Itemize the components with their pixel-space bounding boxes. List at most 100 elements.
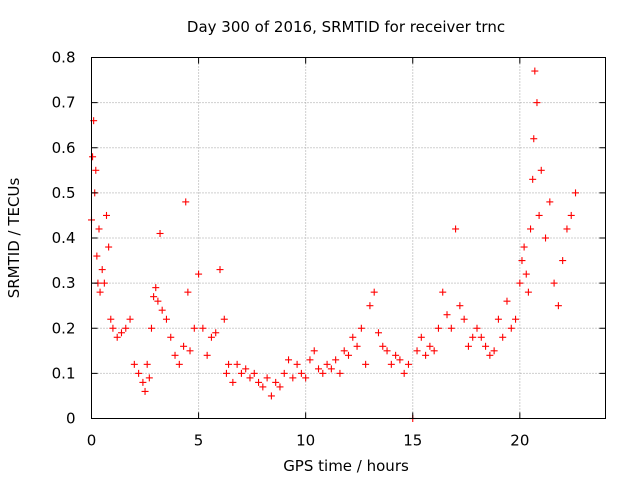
data-point (184, 288, 192, 296)
data-point (473, 324, 481, 332)
data-point (237, 369, 245, 377)
data-point (293, 360, 301, 368)
data-point (92, 166, 100, 174)
data-point (404, 360, 412, 368)
data-point (452, 225, 460, 233)
data-point (250, 369, 258, 377)
data-point (225, 360, 233, 368)
data-point (154, 297, 162, 305)
data-point (95, 225, 103, 233)
data-point (143, 360, 151, 368)
x-tick-label: 10 (296, 432, 315, 450)
data-point (387, 360, 395, 368)
data-point (152, 284, 160, 292)
data-point (98, 266, 106, 274)
data-point (175, 360, 183, 368)
x-tick-label: 0 (87, 432, 97, 450)
data-point (460, 315, 468, 323)
y-tick-label: 0 (66, 410, 76, 428)
x-tick-label: 20 (510, 432, 529, 450)
data-point (323, 360, 331, 368)
data-point (267, 392, 275, 400)
y-tick-label: 0.5 (52, 184, 76, 202)
data-point (486, 351, 494, 359)
data-point (107, 315, 115, 323)
data-point (302, 374, 310, 382)
data-point (533, 99, 541, 107)
data-point (89, 153, 97, 161)
plot-frame (91, 57, 606, 419)
data-point (353, 342, 361, 350)
data-point (362, 360, 370, 368)
chart-title: Day 300 of 2016, SRMTID for receiver trn… (187, 18, 505, 36)
y-tick-label: 0.1 (52, 364, 76, 382)
data-point (93, 252, 101, 260)
data-point (319, 369, 327, 377)
data-point (477, 333, 485, 341)
tick-labels: 0 0.1 0.2 0.3 0.4 0.5 0.6 0.7 0.8 0 5 10 15 20 (52, 49, 530, 450)
data-point (147, 324, 155, 332)
data-point (529, 175, 537, 183)
data-point (490, 347, 498, 355)
data-point (563, 225, 571, 233)
y-tick-label: 0.2 (52, 319, 76, 337)
data-point (285, 356, 293, 364)
data-point (439, 288, 447, 296)
data-point (135, 369, 143, 377)
data-point (379, 342, 387, 350)
data-point (524, 288, 532, 296)
data-point (162, 315, 170, 323)
data-point (537, 166, 545, 174)
data-point (434, 324, 442, 332)
y-tick-label: 0.4 (52, 229, 76, 247)
data-point (426, 342, 434, 350)
data-point (469, 333, 477, 341)
data-point (102, 211, 110, 219)
data-point (554, 302, 562, 310)
data-point (96, 288, 104, 296)
data-point (139, 378, 147, 386)
data-point (126, 315, 134, 323)
y-axis-label: SRMTID / TECUs (5, 178, 23, 299)
data-point (276, 383, 284, 391)
data-point (482, 342, 490, 350)
data-point (150, 293, 158, 301)
data-point (447, 324, 455, 332)
data-point (100, 279, 108, 287)
data-point (531, 67, 539, 75)
data-point (542, 234, 550, 242)
data-point (310, 347, 318, 355)
data-point (366, 302, 374, 310)
data-point (222, 369, 230, 377)
y-tick-label: 0.7 (52, 94, 76, 112)
data-point (229, 378, 237, 386)
data-point (199, 324, 207, 332)
data-point (443, 311, 451, 319)
data-point (503, 297, 511, 305)
data-point (156, 229, 164, 237)
data-point (400, 369, 408, 377)
data-point (456, 302, 464, 310)
data-point (396, 356, 404, 364)
data-point (349, 333, 357, 341)
data-point (530, 135, 538, 143)
data-point (370, 288, 378, 296)
data-point (145, 374, 153, 382)
data-point (195, 270, 203, 278)
data-point (259, 383, 267, 391)
x-tick-label: 5 (194, 432, 204, 450)
y-tick-label: 0.8 (52, 49, 76, 67)
data-point (327, 365, 335, 373)
data-point (255, 378, 263, 386)
data-point (190, 324, 198, 332)
data-point (220, 315, 228, 323)
data-point (246, 374, 254, 382)
data-point (550, 279, 558, 287)
data-point (263, 374, 271, 382)
data-point (182, 198, 190, 206)
y-tick-label: 0.6 (52, 139, 76, 157)
data-point (272, 378, 280, 386)
data-point (122, 324, 130, 332)
